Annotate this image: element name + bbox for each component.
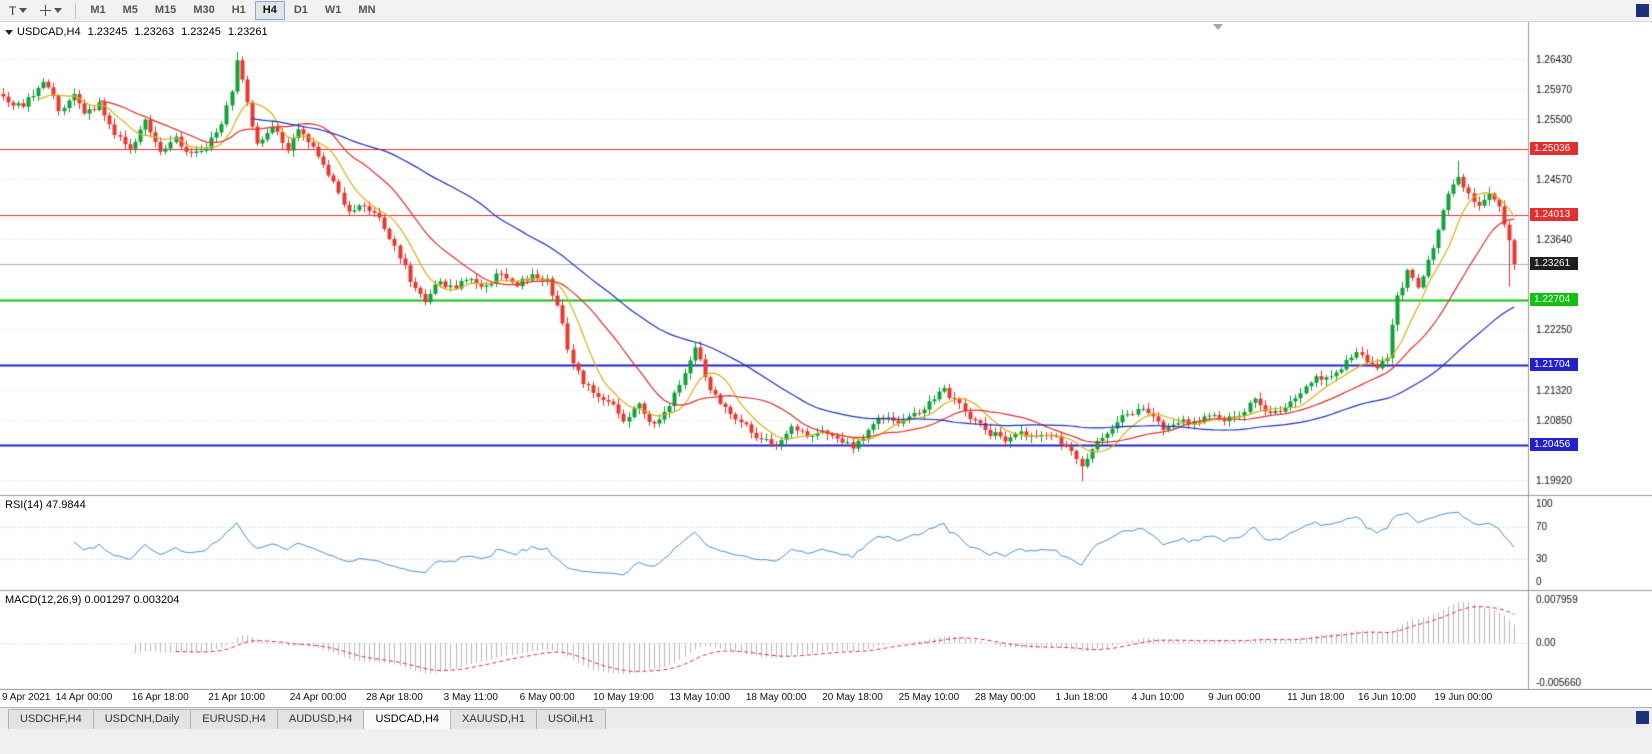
crosshair-tool-button[interactable] <box>34 1 68 21</box>
timeframe-button-mn[interactable]: MN <box>358 4 376 16</box>
timeframe-button-h4[interactable]: H4 <box>254 1 285 20</box>
chart-tab-xauusd-h1[interactable]: XAUUSD,H1 <box>450 709 537 729</box>
chart-tab-eurusd-h4[interactable]: EURUSD,H4 <box>190 709 278 729</box>
support-price-label: 1.20456 <box>1530 438 1578 452</box>
time-axis-label: 11 Jun 18:00 <box>1287 692 1345 703</box>
chart-area: USDCAD,H4 1.23245 1.23263 1.23245 1.2326… <box>0 22 1652 690</box>
rsi-value: 47.9844 <box>45 499 86 511</box>
timeframe-button-m5[interactable]: M5 <box>122 4 138 16</box>
time-axis-label: 19 Jun 00:00 <box>1434 692 1493 703</box>
time-axis-label: 28 Apr 18:00 <box>366 692 423 703</box>
current-price-label: 1.23261 <box>1530 256 1578 270</box>
timeframe-button-w1[interactable]: W1 <box>324 4 342 16</box>
chart-shift-marker[interactable] <box>1213 24 1223 30</box>
support-price-label: 1.22704 <box>1530 292 1578 306</box>
macd-label: MACD(12,26,9) 0.001297 0.003204 <box>5 594 179 606</box>
price-chart-canvas[interactable] <box>0 22 1652 690</box>
timeframe-button-d1[interactable]: D1 <box>293 4 308 16</box>
bottom-filler <box>0 729 1652 754</box>
time-axis-label: 4 Jun 10:00 <box>1131 692 1185 703</box>
resistance-price-label: 1.24013 <box>1530 208 1578 222</box>
toolbar-corner-box <box>1636 4 1649 17</box>
time-axis-label: 20 May 18:00 <box>822 692 883 703</box>
chart-dropdown-icon[interactable] <box>5 29 13 35</box>
resistance-price-label: 1.25036 <box>1530 142 1578 156</box>
ohlc-close: 1.23261 <box>227 26 268 38</box>
chart-tab-usdchf-h4[interactable]: USDCHF,H4 <box>8 709 94 729</box>
crosshair-icon <box>40 5 52 16</box>
time-axis-label: 21 Apr 10:00 <box>208 692 265 703</box>
chart-tab-audusd-h4[interactable]: AUDUSD,H4 <box>276 709 365 729</box>
toolbar-separator <box>75 2 77 19</box>
tabbar-corner-box <box>1636 711 1649 724</box>
chart-tab-usdcnh-daily[interactable]: USDCNH,Daily <box>92 709 192 729</box>
time-axis-label: 9 Jun 00:00 <box>1208 692 1261 703</box>
time-axis-label: 13 May 10:00 <box>669 692 731 703</box>
macd-value: 0.001297 <box>84 594 131 606</box>
rsi-label: RSI(14) 47.9844 <box>5 499 86 511</box>
chart-symbol-ohlc: USDCAD,H4 1.23245 1.23263 1.23245 1.2326… <box>5 26 275 38</box>
time-axis-label: 14 Apr 00:00 <box>55 692 113 703</box>
text-tool-button[interactable]: T <box>3 1 33 21</box>
dropdown-caret-icon <box>19 8 28 13</box>
rsi-name: RSI(14) <box>5 499 43 511</box>
timeframe-button-m1[interactable]: M1 <box>90 4 106 16</box>
time-axis-label: 28 May 00:00 <box>974 692 1036 703</box>
time-axis: 9 Apr 2021 14 Apr 00:00 16 Apr 18:00 21 Apr… <box>0 690 1652 707</box>
chart-symbol: USDCAD,H4 <box>17 26 81 38</box>
macd-name: MACD(12,26,9) <box>5 594 82 606</box>
time-axis-label: 1 Jun 18:00 <box>1055 692 1108 703</box>
ohlc-low: 1.23245 <box>181 26 221 38</box>
timeframe-group: M1 M5 M15 M30 H1 H4 D1 W1 MN <box>82 1 384 20</box>
ohlc-high: 1.23263 <box>134 26 175 38</box>
chart-tab-usoil-h1[interactable]: USOil,H1 <box>536 709 606 729</box>
text-tool-icon: T <box>9 3 17 18</box>
time-axis-label: 16 Apr 18:00 <box>131 692 189 703</box>
timeframe-button-m30[interactable]: M30 <box>193 4 215 16</box>
support-price-label: 1.21704 <box>1530 357 1578 371</box>
ohlc-open: 1.23245 <box>87 26 128 38</box>
time-axis-label: 24 Apr 00:00 <box>289 692 347 703</box>
time-axis-label: 10 May 19:00 <box>593 692 654 703</box>
time-axis-label: 9 Apr 2021 <box>2 692 51 703</box>
chart-tab-bar: USDCHF,H4 USDCNH,Daily EURUSD,H4 AUDUSD,H4 U… <box>0 707 1652 729</box>
chart-tab-usdcad-h4[interactable]: USDCAD,H4 <box>363 709 452 729</box>
macd-signal-value: 0.003204 <box>133 594 180 606</box>
time-axis-label: 18 May 00:00 <box>745 692 807 703</box>
time-axis-label: 6 May 00:00 <box>519 692 575 703</box>
timeframe-button-m15[interactable]: M15 <box>154 4 177 16</box>
dropdown-caret-icon <box>54 8 63 13</box>
time-axis-label: 3 May 11:00 <box>443 692 498 703</box>
timeframe-button-h1[interactable]: H1 <box>231 4 246 16</box>
top-toolbar: T M1 M5 M15 M30 H1 H4 D1 W1 MN <box>0 0 1652 22</box>
time-axis-label: 16 Jun 10:00 <box>1358 692 1416 703</box>
time-axis-label: 25 May 10:00 <box>898 692 960 703</box>
